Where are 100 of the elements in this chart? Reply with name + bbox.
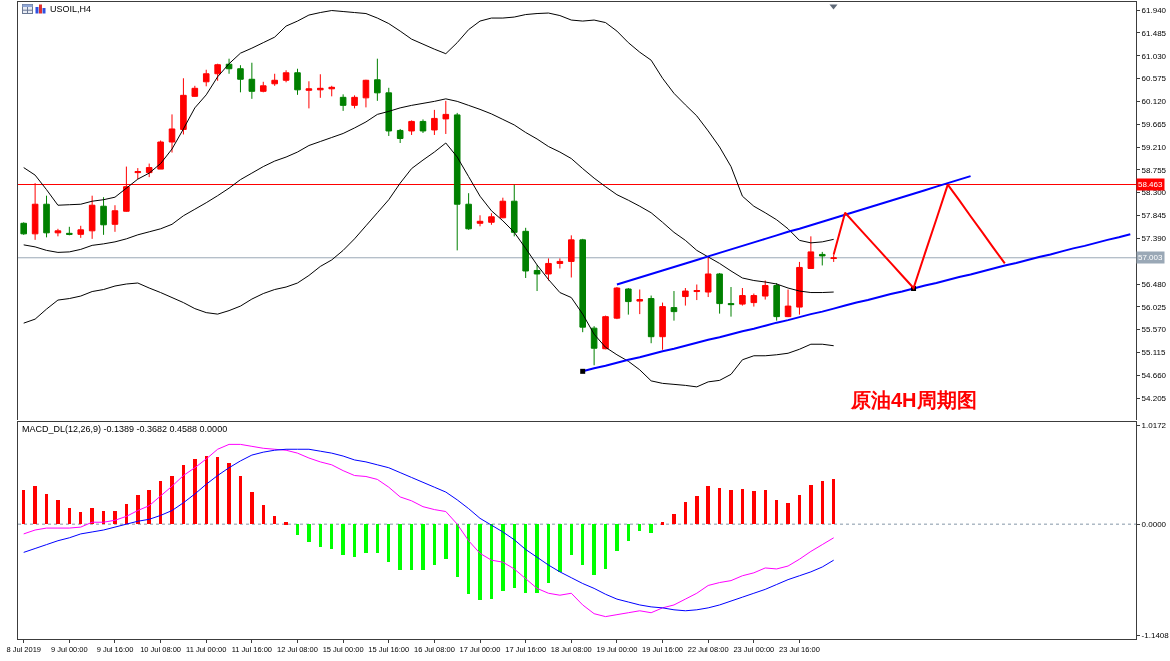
bar <box>410 524 413 570</box>
candlestick <box>431 109 438 136</box>
bar <box>752 491 756 524</box>
candlestick <box>716 272 723 315</box>
candlestick <box>134 167 142 180</box>
candlestick <box>248 62 256 100</box>
candlestick <box>727 286 735 318</box>
bar <box>398 524 402 570</box>
candlestick <box>613 286 621 320</box>
candlestick <box>647 295 655 344</box>
y-tick-label: 59.210 <box>1141 142 1167 152</box>
candlestick <box>590 325 598 366</box>
bar <box>33 486 37 524</box>
bar <box>170 476 174 524</box>
chart-title: MACD_DL(12,26,9) -0.1389 -0.3682 0.4588 0.0000 <box>22 424 228 435</box>
y-tick-label: 60.575 <box>1141 74 1167 84</box>
candlestick <box>259 81 267 93</box>
line-series <box>23 142 835 388</box>
candlestick <box>442 100 450 135</box>
ref-line-label: 57.003 <box>1138 253 1164 262</box>
candlestick <box>476 214 484 227</box>
y-tick-label: 61.030 <box>1141 51 1167 61</box>
y-tick-label: 59.665 <box>1141 119 1167 129</box>
bar <box>547 524 550 583</box>
annotation: 原油4H周期图 <box>850 389 977 411</box>
candlestick <box>237 64 244 93</box>
y-tick-label: 58.755 <box>1141 165 1167 175</box>
candlestick <box>88 195 96 240</box>
candlestick <box>339 93 347 112</box>
candlestick <box>305 80 313 109</box>
bar <box>467 524 470 594</box>
bar <box>649 524 653 533</box>
candlestick <box>545 257 552 281</box>
y-tick-label: 61.485 <box>1141 28 1167 38</box>
y-tick-label: 55.115 <box>1141 348 1167 358</box>
candlestick <box>419 118 427 134</box>
bar <box>341 524 345 555</box>
candlestick <box>157 140 164 170</box>
bar <box>319 524 322 547</box>
y-tick-label: 0.0000 <box>1141 519 1167 529</box>
candlestick <box>54 228 62 237</box>
bar <box>364 524 368 553</box>
candlestick <box>625 287 632 316</box>
bar <box>273 516 276 524</box>
bar <box>284 522 288 525</box>
bar <box>706 486 710 524</box>
bar <box>513 524 516 588</box>
y-tick-label: 54.205 <box>1141 393 1167 403</box>
y-tick-label: 57.390 <box>1141 234 1167 244</box>
candlestick <box>739 287 746 307</box>
bar <box>387 524 390 562</box>
candlestick <box>20 221 27 236</box>
bar <box>125 504 128 524</box>
bar <box>809 485 813 524</box>
bar <box>79 512 82 524</box>
bar <box>227 463 231 524</box>
y-tick-label: 55.570 <box>1141 325 1167 335</box>
candlestick <box>750 293 758 308</box>
candlestick <box>522 227 529 279</box>
bar <box>524 524 527 593</box>
bar <box>741 489 744 524</box>
candlestick <box>180 77 187 135</box>
y-tick-label: 60.120 <box>1141 97 1167 107</box>
candlestick <box>761 280 769 301</box>
candlestick <box>408 119 415 136</box>
y-tick-label: 1.0172 <box>1141 420 1167 430</box>
candlestick <box>282 69 290 83</box>
candlestick <box>602 315 609 350</box>
candlestick <box>636 289 644 315</box>
bar <box>147 490 151 524</box>
y-tick-label: 56.025 <box>1141 302 1167 312</box>
bar <box>581 524 584 565</box>
candlestick <box>214 63 221 82</box>
candlestick <box>579 238 586 333</box>
bar <box>684 502 687 524</box>
bar <box>627 524 630 541</box>
candlestick <box>568 234 575 278</box>
candlestick <box>499 197 507 219</box>
bar <box>490 524 493 599</box>
candlestick <box>191 85 199 98</box>
bar <box>695 496 699 524</box>
bar <box>729 490 733 524</box>
bar <box>353 524 356 557</box>
bar <box>433 524 436 565</box>
bar <box>68 508 71 524</box>
bar <box>604 524 607 569</box>
bar <box>45 494 48 524</box>
bar <box>615 524 619 551</box>
line-series <box>23 98 835 294</box>
bar <box>22 490 25 524</box>
bar <box>296 524 299 535</box>
candlestick <box>385 87 393 137</box>
bar <box>638 524 641 531</box>
candlestick <box>100 196 107 236</box>
candlestick <box>796 261 803 316</box>
candlestick <box>317 73 324 99</box>
bar <box>592 524 596 575</box>
candlestick <box>43 195 50 238</box>
bar <box>456 524 459 577</box>
candlestick <box>784 289 792 318</box>
